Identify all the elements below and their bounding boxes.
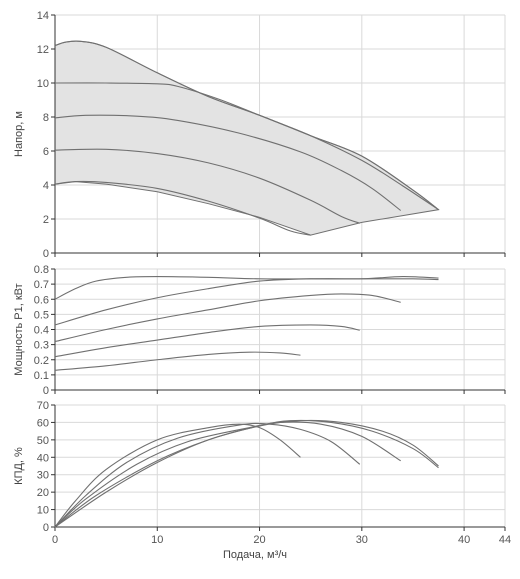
- y-axis-label: Мощность P1, кВт: [13, 283, 25, 375]
- series-line-5: [54, 40, 439, 211]
- series-line-2: [54, 324, 360, 358]
- x-tick-label: 40: [458, 534, 470, 546]
- operating-region: [54, 40, 440, 236]
- y-tick-label: 0: [43, 248, 49, 260]
- y-axis-label: КПД, %: [13, 447, 25, 485]
- y-tick-label: 6: [43, 146, 49, 158]
- series-line-2: [54, 422, 361, 528]
- x-tick-label: 10: [151, 534, 163, 546]
- y-tick-label: 0.7: [34, 279, 49, 291]
- y-tick-label: 30: [37, 470, 49, 482]
- series-line-1: [54, 180, 311, 236]
- series-line-4: [54, 278, 439, 326]
- y-tick-label: 0.8: [34, 264, 49, 276]
- y-tick-label: 40: [37, 452, 49, 464]
- y-tick-label: 0.4: [34, 325, 49, 337]
- x-tick-label: 30: [356, 534, 368, 546]
- y-tick-label: 70: [37, 400, 49, 412]
- series-line-4: [54, 419, 439, 528]
- series-line-1: [54, 423, 301, 528]
- y-tick-label: 0.1: [34, 370, 49, 382]
- y-tick-label: 0: [43, 522, 49, 534]
- x-tick-label: 20: [253, 534, 265, 546]
- y-tick-label: 0.3: [34, 340, 49, 352]
- y-tick-label: 8: [43, 112, 49, 124]
- series-line-5: [54, 276, 439, 300]
- y-tick-label: 14: [37, 10, 49, 22]
- x-tick-label: 44: [499, 534, 511, 546]
- series-line-3: [54, 114, 402, 211]
- series-line-4: [54, 82, 439, 211]
- y-axis-label: Напор, м: [13, 111, 25, 157]
- y-tick-label: 60: [37, 417, 49, 429]
- series-line-1: [54, 351, 301, 371]
- series-line-5: [54, 419, 439, 528]
- series-line-3: [54, 293, 401, 343]
- y-tick-label: 10: [37, 78, 49, 90]
- y-tick-label: 10: [37, 505, 49, 517]
- y-tick-label: 0: [43, 385, 49, 397]
- x-tick-label: 0: [52, 534, 58, 546]
- y-tick-label: 4: [43, 180, 49, 192]
- y-tick-label: 12: [37, 44, 49, 56]
- y-tick-label: 20: [37, 487, 49, 499]
- y-tick-label: 0.5: [34, 309, 49, 321]
- series-line-2: [54, 148, 360, 224]
- y-tick-label: 0.6: [34, 294, 49, 306]
- y-tick-label: 50: [37, 435, 49, 447]
- y-tick-label: 2: [43, 214, 49, 226]
- x-axis-label: Подача, м³/ч: [223, 549, 287, 561]
- y-tick-label: 0.2: [34, 355, 49, 367]
